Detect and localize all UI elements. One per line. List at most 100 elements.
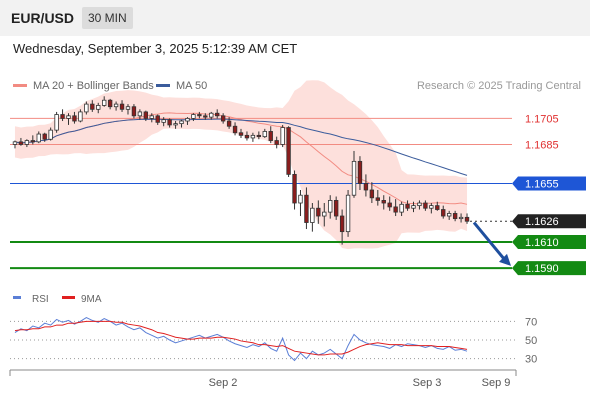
x-tick-label: Sep 3 — [413, 377, 442, 389]
candle-body-up — [351, 160, 357, 196]
candle-body-down — [357, 160, 363, 184]
candle — [215, 109, 220, 119]
candle-body-down — [167, 119, 172, 126]
candle — [250, 132, 256, 142]
candle-body-up — [429, 205, 434, 209]
rsi-label: RSI — [32, 294, 49, 305]
candle — [84, 101, 89, 115]
ma50-label: MA 50 — [176, 80, 208, 92]
chart-header: EUR/USD 30 MIN — [0, 0, 590, 36]
level-tag — [512, 261, 586, 276]
symbol-label: EUR/USD — [11, 10, 75, 26]
candle-body-up — [458, 216, 464, 220]
candle-body-up — [399, 203, 404, 213]
candle — [125, 104, 131, 115]
candle-body-down — [238, 132, 244, 136]
forecast-arrow-head — [499, 253, 511, 266]
candle-body-down — [143, 111, 149, 119]
candle-body-down — [197, 114, 202, 117]
candle — [244, 131, 250, 141]
rsi-tick-label: 70 — [525, 316, 537, 328]
candle — [209, 111, 214, 120]
candle-body-down — [42, 133, 47, 140]
candle-body-up — [149, 115, 154, 119]
candle — [310, 203, 315, 232]
candle-body-down — [393, 206, 398, 213]
candle — [387, 196, 392, 211]
candle-body-down — [363, 183, 369, 191]
candle — [232, 122, 238, 136]
candle — [458, 213, 464, 223]
candle-body-up — [137, 111, 143, 117]
candle — [423, 200, 428, 211]
level-tag — [512, 235, 586, 250]
candle — [24, 139, 30, 148]
candle-body-down — [441, 209, 446, 217]
candle — [179, 119, 184, 128]
candle-body-down — [405, 203, 410, 209]
forecast-arrow-layer — [472, 221, 511, 266]
candle-body-down — [268, 131, 273, 141]
candle — [381, 195, 386, 210]
candle-body-down — [423, 202, 428, 209]
candle-body-down — [107, 99, 113, 108]
moving-averages-layer — [14, 112, 468, 205]
candle-body-down — [333, 200, 339, 217]
candle-body-up — [78, 111, 83, 122]
candle-body-down — [369, 189, 375, 199]
bollinger-swatch — [13, 83, 27, 87]
candle — [441, 205, 446, 219]
candle — [143, 110, 149, 122]
candle — [119, 100, 125, 112]
candle-body-down — [220, 115, 226, 122]
candle — [280, 124, 285, 148]
candle — [220, 113, 226, 124]
bollinger-bands-layer — [14, 80, 468, 250]
candle-body-down — [286, 127, 291, 175]
timestamp: Wednesday, September 3, 2025 5:12:39 AM … — [13, 41, 298, 56]
timeframe-button[interactable]: 30 MIN — [82, 7, 133, 29]
candle-body-up — [298, 194, 303, 204]
level-label: 1.1590 — [525, 263, 559, 275]
candle-body-up — [48, 129, 53, 140]
candle — [274, 136, 279, 149]
candle-body-up — [345, 194, 351, 233]
candle — [452, 210, 458, 222]
candle — [18, 137, 24, 146]
candle-body-down — [215, 112, 220, 117]
candle-body-up — [417, 202, 422, 207]
x-tick-label: Sep 2 — [209, 377, 238, 389]
candle-body-up — [96, 105, 101, 110]
candle-body-down — [226, 120, 232, 127]
candle — [185, 117, 190, 125]
candle — [137, 109, 143, 120]
candle — [149, 113, 154, 123]
candle-body-down — [72, 115, 77, 122]
candle-body-down — [232, 125, 238, 134]
candle — [333, 196, 339, 220]
candle-body-up — [24, 140, 30, 145]
candle-body-down — [90, 103, 95, 110]
candle-body-up — [66, 115, 71, 119]
level-label: 1.1626 — [525, 216, 559, 228]
candle — [399, 201, 404, 217]
candle-body-up — [280, 127, 285, 145]
credit-text: Research © 2025 Trading Central — [416, 80, 581, 92]
candle — [322, 203, 327, 227]
candle — [411, 201, 416, 213]
candle — [102, 96, 107, 107]
candle — [161, 117, 166, 127]
candle — [435, 201, 440, 211]
candle-body-up — [12, 141, 18, 145]
candle — [42, 132, 47, 142]
candle — [446, 210, 452, 220]
candle-body-up — [179, 120, 184, 125]
candle — [131, 104, 137, 119]
levels-layer — [10, 117, 512, 270]
rsi-panel: RSI 9MA 70 50 30 — [10, 294, 537, 366]
candle-body-down — [131, 106, 137, 117]
candle — [304, 187, 309, 230]
candle — [298, 190, 303, 217]
candle — [268, 126, 273, 144]
candle-body-down — [244, 134, 250, 139]
